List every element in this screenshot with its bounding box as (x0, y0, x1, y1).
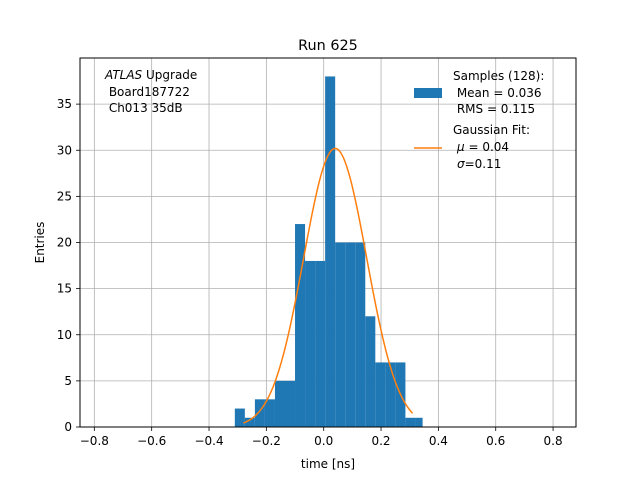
y-axis-label: Entries (33, 222, 47, 264)
x-tick-label-1: −0.6 (137, 434, 166, 448)
x-tick-label-5: 0.2 (371, 434, 390, 448)
annotation-board-label: Board187722 (105, 85, 190, 99)
x-tick-label-8: 0.8 (544, 434, 563, 448)
histogram-bar-4 (274, 380, 285, 427)
x-tick-label-0: −0.8 (80, 434, 109, 448)
histogram-bar-9 (325, 76, 336, 427)
histogram-bar-7 (305, 260, 316, 427)
histogram-bar-2 (254, 399, 265, 427)
legend-samples-rms: RMS = 0.115 (453, 102, 535, 116)
histogram-bar-10 (335, 242, 346, 427)
y-axis-ticks: 0 5 10 15 20 25 30 35 (57, 97, 80, 434)
histogram-bar-0 (234, 408, 245, 427)
chart-title: Run 625 (298, 38, 358, 54)
y-tick-label-7: 35 (57, 97, 72, 111)
y-tick-label-5: 25 (57, 189, 72, 203)
legend-fit-title: Gaussian Fit: (453, 123, 530, 137)
legend-mu-symbol: μ (456, 140, 465, 154)
y-tick-label-4: 20 (57, 236, 72, 250)
x-tick-label-3: −0.2 (252, 434, 281, 448)
histogram-bar-17 (405, 417, 416, 427)
y-tick-label-2: 10 (57, 328, 72, 342)
histogram-bar-5 (284, 380, 296, 427)
x-tick-label-2: −0.4 (194, 434, 223, 448)
x-axis-ticks: −0.8 −0.6 −0.4 −0.2 0.0 0.2 0.4 0.6 0.8 (80, 427, 563, 448)
histogram-bar-15 (385, 362, 396, 427)
legend-sigma-symbol: σ (457, 157, 465, 171)
y-tick-label-1: 5 (64, 374, 72, 388)
legend-mu-value: = 0.04 (465, 140, 509, 154)
histogram-bar-18 (415, 417, 423, 427)
annotation-upgrade-label: Upgrade (142, 68, 197, 82)
legend-fit-mu: μ = 0.04 (456, 140, 509, 154)
histogram-bars (234, 76, 423, 427)
histogram-bar-3 (264, 399, 275, 427)
annotation-line-1: ATLAS Upgrade (104, 68, 197, 82)
legend-samples-mean: Mean = 0.036 (453, 86, 542, 100)
legend: Samples (128): Mean = 0.036 RMS = 0.115 … (414, 69, 544, 171)
y-tick-label-6: 30 (57, 143, 72, 157)
annotation-channel-label: Ch013 35dB (105, 101, 183, 115)
gaussian-fit-curve (243, 147, 414, 424)
y-tick-label-3: 15 (57, 282, 72, 296)
annotation-atlas-label: ATLAS (104, 68, 143, 82)
histogram-bar-12 (355, 242, 366, 427)
histogram-bar-13 (365, 316, 376, 427)
x-tick-label-4: 0.0 (314, 434, 333, 448)
y-tick-label-0: 0 (64, 420, 72, 434)
x-axis-label: time [ns] (301, 457, 355, 471)
legend-samples-title: Samples (128): (453, 69, 544, 83)
legend-fit-sigma: σ=0.11 (457, 157, 501, 171)
annotation-box: ATLAS Upgrade Board187722 Ch013 35dB (104, 68, 197, 115)
x-tick-label-7: 0.6 (486, 434, 505, 448)
histogram-bar-14 (375, 362, 386, 427)
histogram-bar-1 (244, 417, 255, 427)
histogram-bar-8 (315, 260, 326, 427)
histogram-bar-11 (345, 242, 356, 427)
legend-sigma-value: =0.11 (465, 157, 502, 171)
x-tick-label-6: 0.4 (429, 434, 448, 448)
histogram-bar-6 (295, 224, 306, 427)
legend-samples-patch (414, 88, 442, 98)
